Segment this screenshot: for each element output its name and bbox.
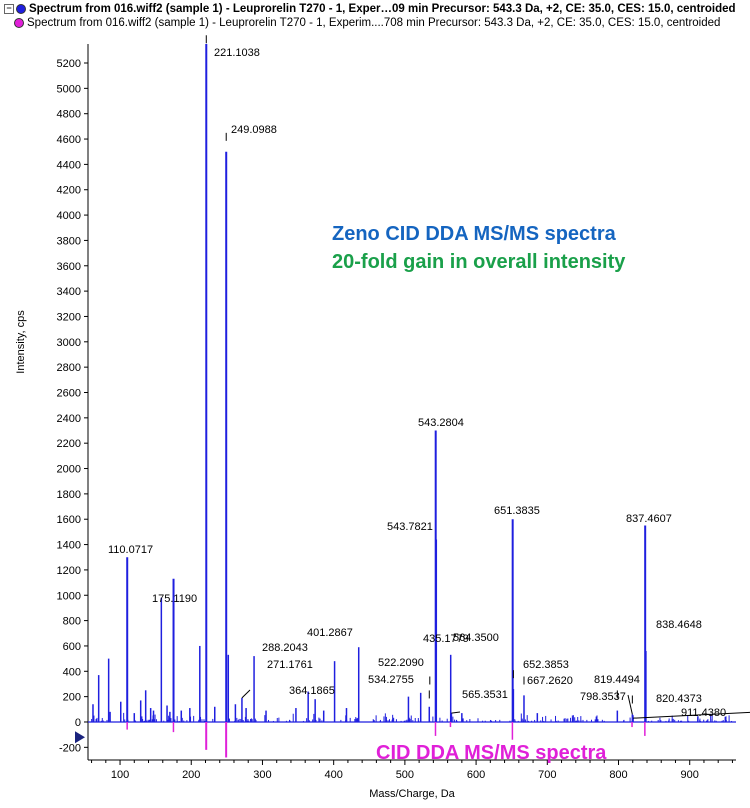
peak-label: 249.0988 xyxy=(231,124,277,136)
peak-label: 798.3537 xyxy=(580,691,626,703)
peak-label: 221.1038 xyxy=(214,47,260,59)
series-dot-icon xyxy=(16,3,26,14)
peak-label: 364.1865 xyxy=(289,685,335,697)
annotation-zeno-title: Zeno CID DDA MS/MS spectra xyxy=(332,223,617,245)
peak-label: 565.3531 xyxy=(462,689,508,701)
peak-label: 838.4648 xyxy=(656,619,702,631)
peak-label: 819.4494 xyxy=(594,674,640,686)
peak-label: 543.2804 xyxy=(418,417,464,429)
peak-label: 110.0717 xyxy=(108,544,153,556)
y-tick-label: 1000 xyxy=(57,590,81,602)
x-tick-label: 200 xyxy=(182,769,200,781)
baseline-arrow-icon xyxy=(75,731,85,744)
y-tick-label: 400 xyxy=(63,666,81,678)
legend-entry-cid[interactable]: Spectrum from 016.wiff2 (sample 1) - Leu… xyxy=(14,16,720,31)
y-tick-label: 0 xyxy=(75,717,81,729)
collapse-toggle-icon[interactable]: − xyxy=(4,3,14,14)
x-tick-label: 500 xyxy=(396,769,414,781)
series-dot-icon xyxy=(14,17,24,28)
label-leader xyxy=(451,711,461,714)
y-tick-label: 3800 xyxy=(57,235,81,247)
y-tick-label: 3000 xyxy=(57,337,81,349)
peak-label: 288.2043 xyxy=(262,642,308,654)
peak-label: 911.4380 xyxy=(681,707,726,719)
y-tick-label: 4000 xyxy=(57,210,81,222)
annotation-gain-text: 20-fold gain in overall intensity xyxy=(332,251,626,273)
x-tick-label: 400 xyxy=(324,769,342,781)
y-tick-label: 1600 xyxy=(57,514,81,526)
y-tick-label: 5200 xyxy=(57,58,81,70)
label-leader xyxy=(241,689,251,699)
peak-label: 651.3835 xyxy=(494,505,540,517)
label-leader xyxy=(627,694,633,715)
legend-entry-label: Spectrum from 016.wiff2 (sample 1) - Leu… xyxy=(29,3,736,15)
y-tick-label: 4400 xyxy=(57,159,81,171)
peak-label: 522.2090 xyxy=(378,657,424,669)
y-tick-label: 2400 xyxy=(57,413,81,425)
peak-label: 271.1761 xyxy=(267,659,313,671)
y-tick-label: 3200 xyxy=(57,311,81,323)
y-tick-label: 4600 xyxy=(57,134,81,146)
y-axis-title: Intensity, cps xyxy=(15,310,27,374)
y-tick-label: 2800 xyxy=(57,362,81,374)
y-tick-label: 1200 xyxy=(57,565,81,577)
peak-label: 435.1779 xyxy=(423,633,469,645)
peak-label: 820.4373 xyxy=(656,693,702,705)
x-tick-label: 900 xyxy=(681,769,699,781)
peak-label: 534.2755 xyxy=(368,674,414,686)
peak-label: 837.4607 xyxy=(626,513,672,525)
y-tick-label: 1400 xyxy=(57,540,81,552)
y-tick-label: 4200 xyxy=(57,185,81,197)
x-tick-label: 100 xyxy=(111,769,129,781)
peak-label: 401.2867 xyxy=(307,627,353,639)
peak-label: 564.3500 xyxy=(453,632,499,644)
x-tick-label: 700 xyxy=(538,769,556,781)
y-tick-label: 1800 xyxy=(57,489,81,501)
y-tick-label: 3400 xyxy=(57,286,81,298)
peak-label: 652.3853 xyxy=(523,659,569,671)
peak-label: 543.7821 xyxy=(387,521,433,533)
peak-label: 667.2620 xyxy=(527,675,573,687)
legend: − Spectrum from 016.wiff2 (sample 1) - Le… xyxy=(0,0,750,32)
y-tick-label: 2600 xyxy=(57,387,81,399)
annotation-cid-title: CID DDA MS/MS spectra xyxy=(376,742,607,764)
y-tick-label: 5000 xyxy=(57,83,81,95)
y-tick-label: 2200 xyxy=(57,438,81,450)
legend-entry-zeno[interactable]: − Spectrum from 016.wiff2 (sample 1) - Le… xyxy=(4,2,736,17)
y-tick-label: 800 xyxy=(63,616,81,628)
y-tick-label: 3600 xyxy=(57,261,81,273)
y-tick-label: -200 xyxy=(59,742,81,754)
peak-label: 175.1190 xyxy=(152,593,197,605)
x-tick-label: 800 xyxy=(609,769,627,781)
legend-entry-label: Spectrum from 016.wiff2 (sample 1) - Leu… xyxy=(27,17,721,29)
x-axis-title: Mass/Charge, Da xyxy=(369,788,455,800)
y-tick-label: 4800 xyxy=(57,109,81,121)
y-tick-label: 600 xyxy=(63,641,81,653)
x-tick-label: 300 xyxy=(253,769,271,781)
label-leader xyxy=(633,711,750,719)
y-tick-label: 2000 xyxy=(57,464,81,476)
y-tick-label: 200 xyxy=(63,692,81,704)
x-tick-label: 600 xyxy=(467,769,485,781)
